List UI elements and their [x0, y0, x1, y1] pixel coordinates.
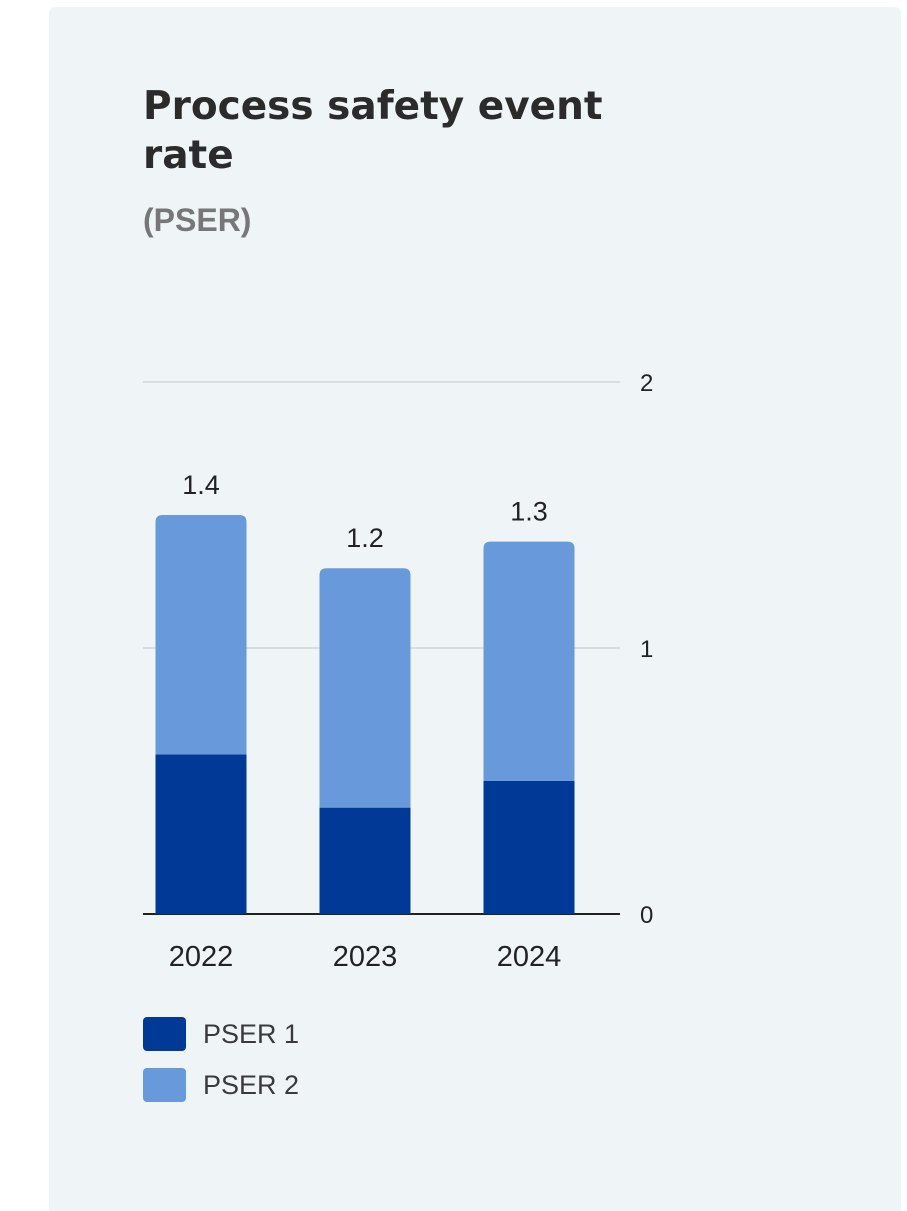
chart-title: Process safety event rate	[143, 84, 603, 178]
bar-total-label: 1.2	[346, 523, 384, 553]
chart-subtitle: (PSER)	[143, 202, 252, 238]
x-tick-label: 2022	[169, 941, 234, 973]
legend-item-pser1: PSER 1	[143, 1017, 299, 1051]
legend: PSER 1 PSER 2	[143, 1017, 299, 1119]
labels: 0 1 2 1.4 2022 1.2 2023 1.3 2024	[169, 370, 654, 973]
bar-total-label: 1.4	[182, 470, 220, 500]
bars	[155, 515, 575, 914]
bar-2023-pser2	[319, 568, 411, 808]
legend-label-pser1: PSER 1	[203, 1018, 300, 1049]
y-tick-label: 1	[640, 636, 653, 663]
y-tick-label: 2	[640, 370, 653, 397]
bar-total-label: 1.3	[510, 497, 548, 527]
bar-2022-pser2	[155, 515, 247, 755]
legend-swatch-pser1	[143, 1017, 186, 1051]
legend-item-pser2: PSER 2	[143, 1068, 299, 1102]
bar-2024-pser1	[483, 781, 575, 914]
legend-swatch-pser2	[143, 1068, 186, 1102]
bar-2023-pser1	[319, 807, 411, 914]
x-tick-label: 2023	[333, 941, 398, 973]
bar-2022-pser1	[155, 754, 247, 914]
x-tick-label: 2024	[497, 941, 562, 973]
y-tick-label: 0	[640, 902, 653, 929]
bar-2024-pser2	[483, 541, 575, 781]
legend-label-pser2: PSER 2	[203, 1069, 300, 1100]
